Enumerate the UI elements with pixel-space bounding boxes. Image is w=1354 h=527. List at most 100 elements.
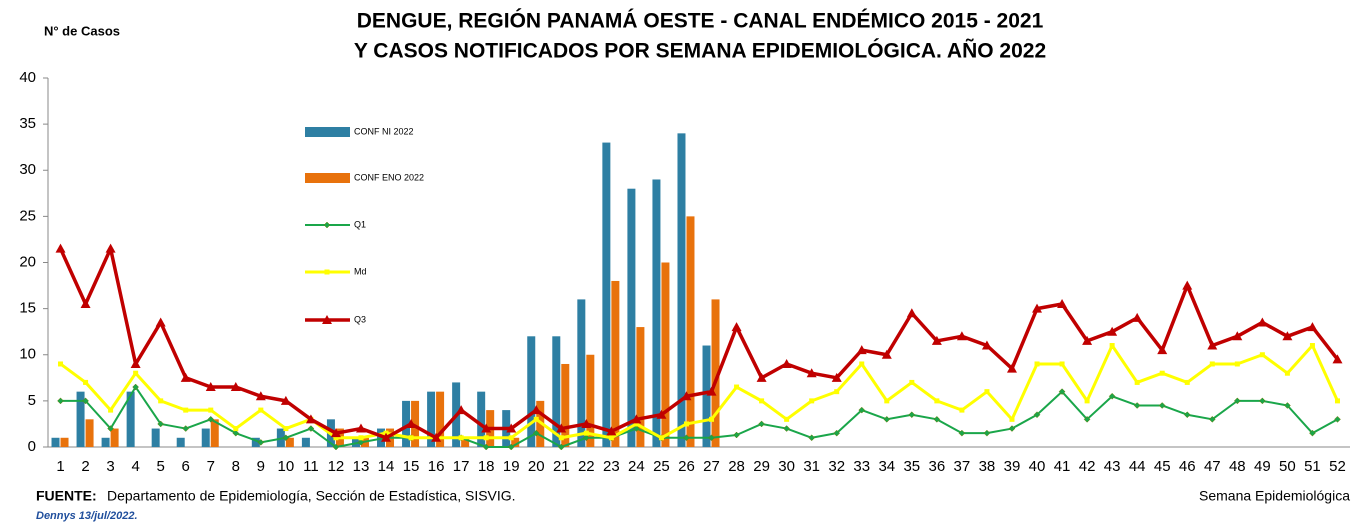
y-tick-label: 20 [19, 253, 36, 270]
marker [1158, 402, 1166, 409]
x-tick-label: 24 [628, 458, 645, 475]
marker [708, 434, 715, 442]
x-tick-label: 50 [1279, 458, 1296, 475]
marker [1182, 280, 1193, 290]
bar [151, 428, 160, 447]
marker [1234, 361, 1240, 367]
bar [85, 419, 94, 447]
x-tick-label: 45 [1154, 458, 1171, 475]
y-tick-label: 10 [19, 346, 36, 363]
bar [51, 437, 60, 447]
marker [1032, 303, 1043, 313]
marker [981, 340, 992, 350]
marker [1082, 335, 1093, 345]
bar [176, 437, 185, 447]
marker [158, 398, 164, 404]
bar [552, 336, 561, 447]
bar [301, 437, 310, 447]
x-tick-label: 34 [878, 458, 895, 475]
marker [1157, 345, 1168, 355]
marker [280, 395, 291, 405]
marker [508, 435, 514, 441]
marker [55, 243, 66, 253]
bar [436, 391, 445, 447]
x-tick-label: 14 [378, 458, 395, 475]
y-tick-label: 0 [28, 438, 36, 455]
marker [983, 429, 991, 437]
marker [481, 423, 492, 433]
marker [182, 425, 190, 432]
marker [130, 358, 141, 368]
marker [1006, 363, 1017, 373]
x-tick-label: 1 [56, 458, 64, 475]
marker [1232, 331, 1243, 341]
legend-marker [322, 315, 332, 324]
x-tick-label: 11 [303, 458, 319, 475]
y-tick-label: 25 [19, 207, 36, 224]
marker [1309, 429, 1316, 437]
marker [583, 430, 589, 436]
marker [381, 432, 392, 442]
marker [909, 379, 915, 385]
x-tick-label: 51 [1304, 458, 1321, 475]
marker [1307, 322, 1318, 332]
marker [856, 345, 867, 355]
marker [1159, 370, 1165, 376]
marker [1059, 361, 1065, 367]
bar [627, 188, 636, 447]
marker [1134, 379, 1140, 385]
marker [557, 443, 565, 451]
marker [931, 335, 942, 345]
marker [507, 443, 515, 451]
bar [586, 354, 595, 447]
x-tick-label: 38 [979, 458, 996, 475]
x-tick-label: 42 [1079, 458, 1096, 475]
x-tick-label: 10 [278, 458, 295, 475]
x-tick-label: 18 [478, 458, 495, 475]
x-tick-label: 8 [232, 458, 240, 475]
marker [483, 435, 489, 441]
marker [1284, 402, 1291, 409]
marker [207, 415, 215, 423]
marker [606, 426, 617, 436]
marker [956, 331, 967, 341]
marker [1184, 379, 1190, 385]
y-axis-label: N° de Casos [44, 23, 120, 38]
line-series [59, 344, 1339, 440]
marker [733, 431, 740, 439]
marker [1109, 343, 1115, 349]
marker [1009, 416, 1015, 422]
bar [251, 437, 260, 447]
marker [1057, 299, 1068, 309]
x-tick-label: 49 [1254, 458, 1271, 475]
marker [984, 389, 990, 395]
marker [681, 391, 692, 401]
x-tick-label: 4 [131, 458, 139, 475]
marker [756, 372, 767, 382]
note: Dennys 13/jul/2022. [36, 510, 138, 522]
marker [232, 429, 240, 437]
marker [105, 243, 116, 253]
y-tick-label: 15 [19, 300, 36, 317]
x-tick-label: 47 [1204, 458, 1221, 475]
x-tick-label: 20 [528, 458, 545, 475]
marker [155, 317, 166, 327]
x-tick-label: 33 [853, 458, 870, 475]
y-tick-label: 35 [19, 115, 36, 132]
x-tick-label: 36 [929, 458, 946, 475]
marker [157, 420, 165, 428]
marker [781, 358, 792, 368]
marker [180, 372, 191, 382]
x-tick-label: 21 [553, 458, 570, 475]
marker [658, 435, 664, 441]
marker [255, 391, 266, 401]
x-tick-label: 46 [1179, 458, 1196, 475]
marker [1334, 398, 1340, 404]
x-tick-label: 28 [728, 458, 745, 475]
marker [1332, 354, 1343, 364]
x-tick-label: 25 [653, 458, 670, 475]
marker [108, 407, 114, 413]
x-tick-label: 48 [1229, 458, 1246, 475]
legend-label: Q1 [354, 219, 366, 229]
bar [611, 280, 620, 447]
